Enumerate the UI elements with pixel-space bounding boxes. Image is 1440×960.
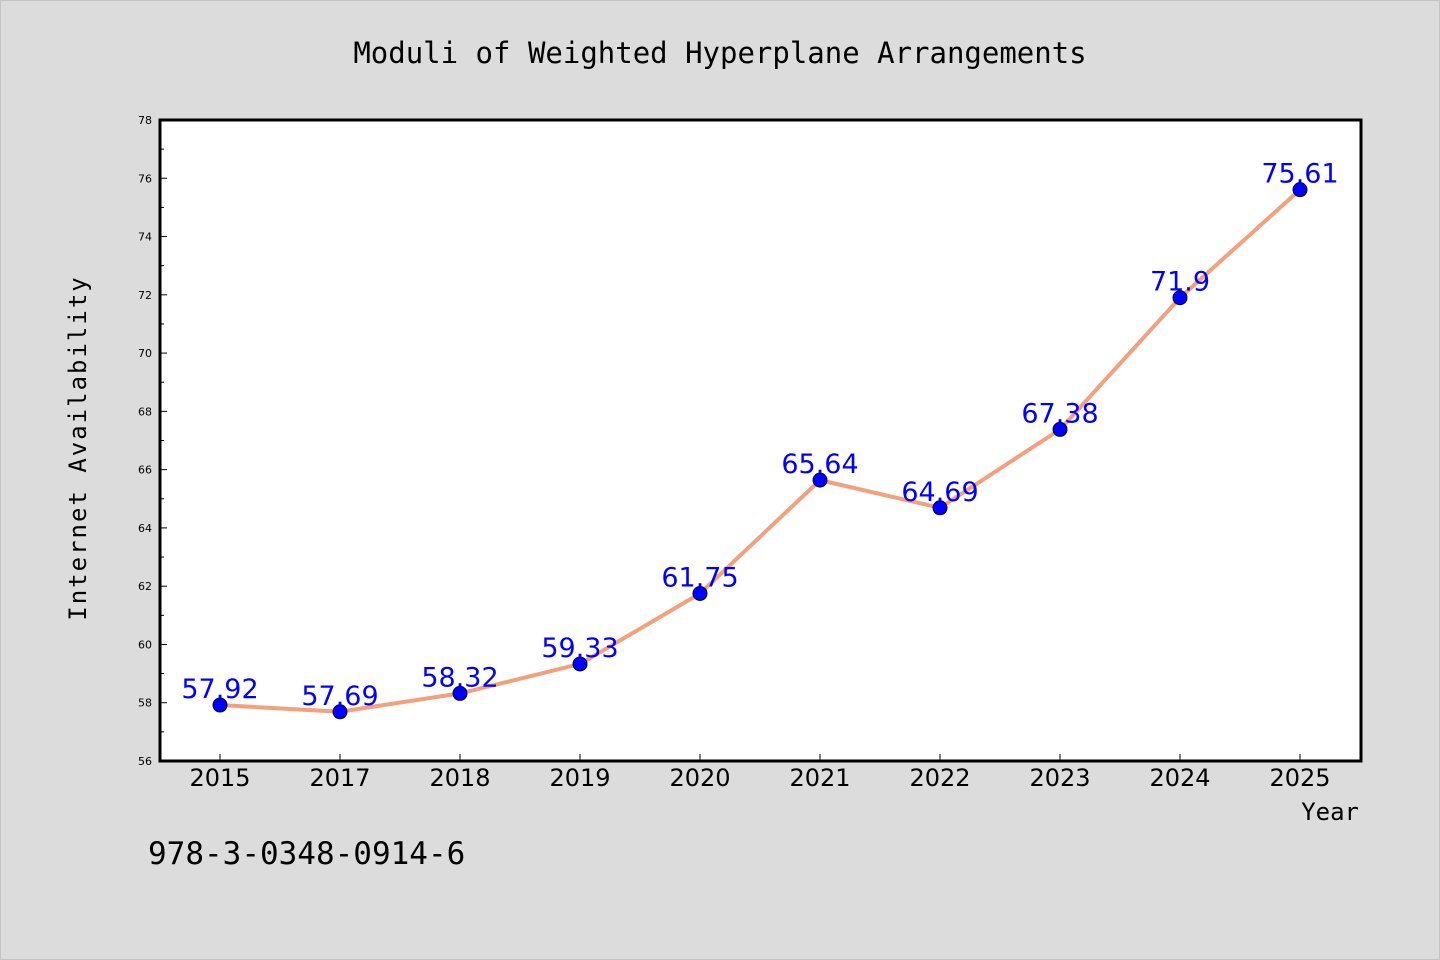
- x-tick-label: 2021: [789, 764, 850, 792]
- x-tick-label: 2023: [1029, 764, 1090, 792]
- y-tick-label: 66: [138, 464, 152, 477]
- x-tick-label: 2020: [669, 764, 730, 792]
- data-labels: 57.92 57.69 58.32 59.33 61.75 65.64 64.69 67.38…: [181, 159, 1338, 712]
- data-label: 57.92: [181, 674, 258, 705]
- x-tick-label: 2025: [1269, 764, 1330, 792]
- y-tick-label: 72: [138, 289, 152, 302]
- data-label: 59.33: [541, 633, 618, 664]
- data-label: 58.32: [421, 662, 498, 693]
- x-tick-label: 2015: [189, 764, 250, 792]
- y-tick-label: 74: [138, 231, 152, 244]
- data-label: 75.61: [1261, 159, 1338, 190]
- y-tick-label: 62: [138, 580, 152, 593]
- data-point: [452, 685, 468, 701]
- y-tick-label: 64: [138, 522, 152, 535]
- data-label: 71.9: [1150, 267, 1210, 298]
- y-tick-label: 68: [138, 405, 152, 418]
- data-label: 57.69: [301, 681, 378, 712]
- data-point: [1292, 182, 1308, 198]
- y-axis-label: Internet Availability: [64, 275, 92, 620]
- x-axis-label: Year: [1301, 798, 1359, 826]
- data-point: [812, 472, 828, 488]
- data-label: 64.69: [901, 477, 978, 508]
- data-point: [212, 697, 228, 713]
- y-tick-label: 76: [138, 172, 152, 185]
- x-tick-label: 2018: [429, 764, 490, 792]
- isbn-footnote: 978-3-0348-0914-6: [148, 836, 465, 872]
- x-tick-label: 2022: [909, 764, 970, 792]
- x-tick-label: 2019: [549, 764, 610, 792]
- data-markers: [212, 182, 1308, 720]
- y-tick-label: 60: [138, 638, 152, 651]
- series-line: [218, 187, 1302, 714]
- data-label: 65.64: [781, 449, 858, 480]
- data-point: [1172, 290, 1188, 306]
- data-label: 61.75: [661, 562, 738, 593]
- data-point: [932, 500, 948, 516]
- y-tick-label: 78: [138, 114, 152, 127]
- y-tick-label: 70: [138, 347, 152, 360]
- x-axis-ticks: 2015 2017 2018 2019 2020 2021 2022 2023 2024 2025: [189, 754, 1331, 792]
- data-point: [692, 585, 708, 601]
- chart-title: Moduli of Weighted Hyperplane Arrangemen…: [353, 36, 1086, 70]
- y-tick-label: 56: [138, 755, 152, 768]
- x-tick-label: 2017: [309, 764, 370, 792]
- data-point: [332, 704, 348, 720]
- data-label: 67.38: [1021, 398, 1098, 429]
- data-point: [572, 656, 588, 672]
- y-axis-ticks: 56 58 60 62 64 66 68 70 72 74 76 78: [138, 114, 167, 768]
- y-tick-label: 58: [138, 697, 152, 710]
- data-point: [1052, 421, 1068, 437]
- plot-area: [158, 118, 1363, 763]
- x-tick-label: 2024: [1149, 764, 1210, 792]
